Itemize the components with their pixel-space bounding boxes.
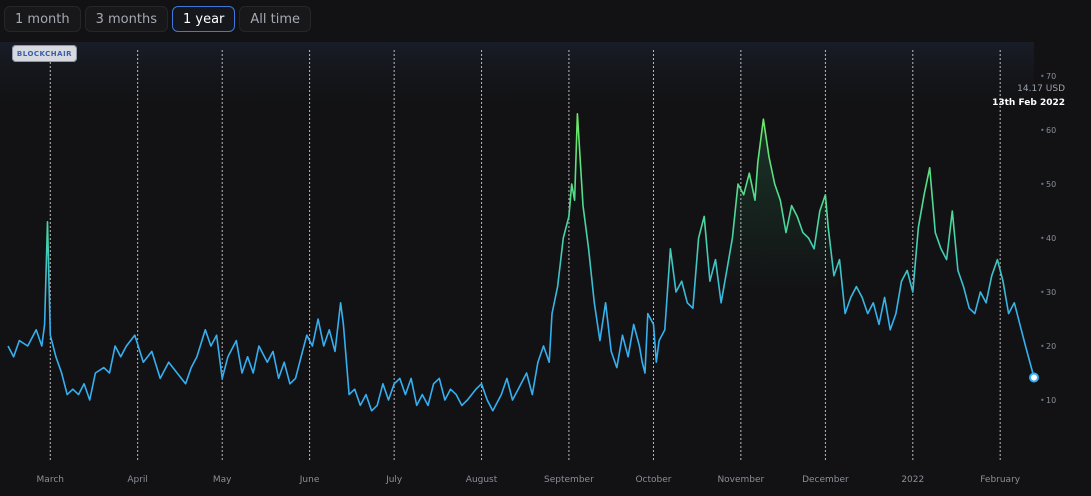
y-tick-label: 30 bbox=[1046, 288, 1056, 297]
x-tick-label: October bbox=[635, 475, 671, 485]
y-tick-label: 40 bbox=[1046, 234, 1056, 243]
plot-background bbox=[0, 42, 1034, 122]
x-tick-label: July bbox=[385, 475, 403, 485]
y-tick-label: 70 bbox=[1046, 72, 1056, 81]
y-tick-mark: • bbox=[1040, 72, 1045, 81]
y-tick-label: 50 bbox=[1046, 180, 1056, 189]
x-tick-label: March bbox=[37, 475, 64, 485]
y-tick-mark: • bbox=[1040, 342, 1045, 351]
y-tick-label: 10 bbox=[1046, 396, 1056, 405]
y-tick-mark: • bbox=[1040, 180, 1045, 189]
x-tick-label: September bbox=[544, 475, 594, 485]
y-tick-mark: • bbox=[1040, 396, 1045, 405]
range-tab-1-year[interactable]: 1 year bbox=[171, 6, 236, 32]
x-tick-label: November bbox=[717, 475, 764, 485]
y-tick-mark: • bbox=[1040, 234, 1045, 243]
range-selector: 1 month 3 months 1 year All time bbox=[4, 6, 312, 32]
x-tick-label: August bbox=[466, 475, 498, 485]
x-tick-label: May bbox=[213, 475, 232, 485]
tooltip-date: 13th Feb 2022 bbox=[992, 98, 1065, 108]
y-tick-label: 60 bbox=[1046, 126, 1056, 135]
range-tab-3-months[interactable]: 3 months bbox=[84, 6, 168, 32]
x-tick-label: February bbox=[980, 475, 1021, 485]
y-tick-mark: • bbox=[1040, 288, 1045, 297]
line-chart[interactable]: • 10• 20• 30• 40• 50• 60• 70 March April May June J… bbox=[0, 42, 1091, 492]
y-tick-label: 20 bbox=[1046, 342, 1056, 351]
x-tick-label: December bbox=[802, 475, 849, 485]
x-tick-label: 2022 bbox=[901, 475, 924, 485]
series-area bbox=[721, 119, 837, 302]
x-tick-label: June bbox=[299, 475, 320, 485]
chart-area[interactable]: • 10 • 20 • 30 • 40 • 50 • 60 • 70 March April May June J… bbox=[0, 42, 1091, 492]
hover-point-marker bbox=[1029, 372, 1039, 383]
range-tab-all-time[interactable]: All time bbox=[239, 6, 312, 32]
tooltip-value: 14.17 USD bbox=[1017, 84, 1065, 94]
blockchair-watermark: BLOCKCHAIR bbox=[12, 45, 77, 62]
range-tab-1-month[interactable]: 1 month bbox=[4, 6, 81, 32]
y-tick-mark: • bbox=[1040, 126, 1045, 135]
x-tick-label: April bbox=[127, 475, 148, 485]
series-line bbox=[7, 113, 1035, 412]
